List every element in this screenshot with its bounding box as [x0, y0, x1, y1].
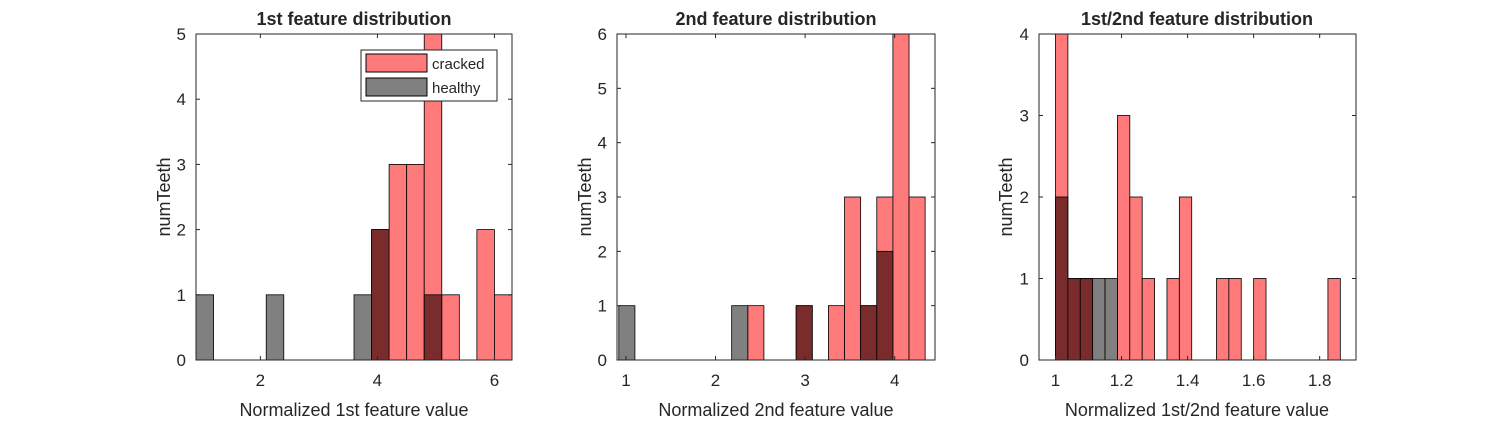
y-tick-label: 5 — [177, 25, 186, 44]
x-tick-label: 4 — [890, 371, 899, 390]
x-tick-label: 6 — [490, 371, 499, 390]
bar-cracked — [476, 229, 495, 361]
y-tick-label: 3 — [1020, 107, 1029, 126]
y-tick-label: 3 — [598, 188, 607, 207]
x-tick-label: 1.2 — [1110, 371, 1134, 390]
y-tick-label: 1 — [598, 297, 607, 316]
bar-cracked — [1178, 196, 1193, 361]
bar-healthy-overlap — [371, 229, 390, 361]
bar-cracked — [1166, 278, 1180, 361]
bar-healthy — [353, 294, 372, 361]
y-tick-label: 1 — [1020, 270, 1029, 289]
subplot-2nd-feature: 2nd feature distribution Normalized 2nd … — [575, 9, 936, 420]
y-tick-label: 4 — [598, 134, 607, 153]
x-tick-label: 2 — [256, 371, 265, 390]
x-axis-label: Normalized 2nd feature value — [658, 400, 893, 420]
y-tick-label: 2 — [1020, 188, 1029, 207]
subplot-ratio-feature: 1st/2nd feature distribution Normalized … — [996, 9, 1357, 420]
bar-cracked — [441, 294, 460, 361]
bar-healthy-overlap — [795, 305, 813, 361]
bar-healthy — [1104, 278, 1118, 361]
axes-box — [195, 33, 513, 361]
bar-cracked — [892, 33, 910, 361]
bar-healthy-overlap — [1055, 196, 1069, 361]
bar-healthy-overlap — [1079, 278, 1094, 361]
x-tick-label: 1 — [621, 371, 630, 390]
bar-cracked — [1117, 115, 1131, 361]
bar-cracked — [908, 196, 926, 361]
bar-cracked — [1216, 278, 1230, 361]
y-axis-label: numTeeth — [996, 157, 1016, 236]
bar-cracked — [1141, 278, 1155, 361]
chart-title: 2nd feature distribution — [675, 9, 876, 29]
bar-cracked — [844, 196, 862, 361]
bar-healthy — [1092, 278, 1106, 361]
legend-swatch-healthy — [365, 77, 428, 97]
bar-healthy-overlap — [1067, 278, 1081, 361]
bar-healthy — [265, 294, 285, 361]
x-tick-label: 3 — [800, 371, 809, 390]
x-tick-label: 1.4 — [1176, 371, 1200, 390]
y-tick-label: 3 — [177, 155, 186, 174]
bar-cracked — [388, 163, 408, 361]
y-tick-label: 2 — [598, 242, 607, 261]
x-tick-label: 4 — [373, 371, 382, 390]
bar-healthy — [195, 294, 214, 361]
bar-healthy-overlap — [860, 305, 878, 361]
bar-healthy-overlap — [423, 294, 443, 361]
y-axis-label: numTeeth — [575, 157, 595, 236]
y-tick-label: 0 — [177, 351, 186, 370]
y-tick-label: 0 — [598, 351, 607, 370]
bar-healthy — [731, 305, 749, 361]
y-axis-label: numTeeth — [154, 157, 174, 236]
bar-cracked — [1228, 278, 1242, 361]
legend-swatch-cracked — [365, 53, 428, 73]
bar-healthy-overlap — [876, 250, 894, 361]
bar-cracked — [494, 294, 513, 361]
legend: cracked healthy — [360, 49, 498, 102]
y-tick-label: 4 — [177, 90, 186, 109]
x-tick-label: 2 — [711, 371, 720, 390]
subplot-1st-feature: 1st feature distribution Normalized 1st … — [154, 9, 513, 420]
x-tick-label: 1 — [1051, 371, 1060, 390]
y-tick-label: 6 — [598, 25, 607, 44]
x-tick-label: 1.8 — [1308, 371, 1332, 390]
legend-label-cracked: cracked — [432, 56, 485, 73]
chart-title: 1st feature distribution — [256, 9, 451, 29]
y-tick-label: 5 — [598, 79, 607, 98]
y-tick-label: 0 — [1020, 351, 1029, 370]
bar-cracked — [406, 163, 425, 361]
bar-healthy — [618, 305, 636, 361]
bar-cracked — [1327, 278, 1341, 361]
x-axis-label: Normalized 1st/2nd feature value — [1065, 400, 1329, 420]
x-axis-label: Normalized 1st feature value — [239, 400, 468, 420]
plot-area: 2 4 6 0 1 2 3 4 5 — [177, 25, 513, 390]
bar-cracked — [1129, 196, 1143, 361]
plot-area: 1 1.2 1.4 1.6 1.8 0 1 2 3 4 — [1020, 25, 1357, 390]
y-tick-label: 1 — [177, 286, 186, 305]
legend-label-healthy: healthy — [432, 80, 481, 97]
chart-title: 1st/2nd feature distribution — [1081, 9, 1313, 29]
x-tick-label: 1.6 — [1242, 371, 1266, 390]
bar-cracked — [747, 305, 765, 361]
bar-cracked — [828, 305, 845, 361]
y-tick-label: 2 — [177, 221, 186, 240]
bar-cracked — [1253, 278, 1267, 361]
y-tick-label: 4 — [1020, 25, 1029, 44]
